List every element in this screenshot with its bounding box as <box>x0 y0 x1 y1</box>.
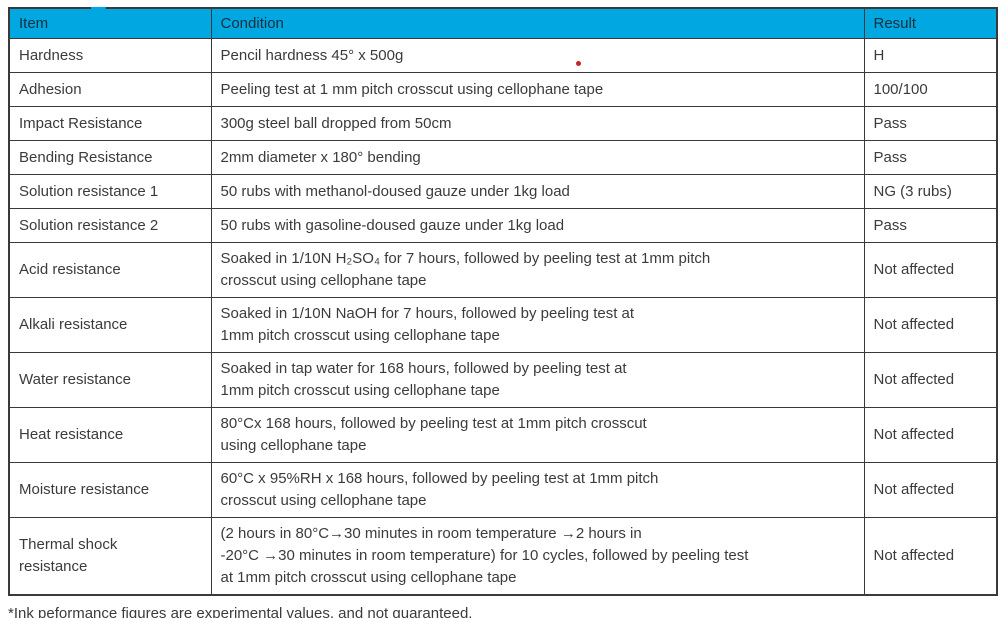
table-row: Solution resistance 2 50 rubs with gasol… <box>8 208 998 243</box>
item-cell: Water resistance <box>8 352 212 408</box>
condition-cell: Soaked in tap water for 168 hours, follo… <box>210 352 865 408</box>
table-row: Alkali resistance Soaked in 1/10N NaOH f… <box>8 297 998 353</box>
result-cell: Not affected <box>863 407 998 463</box>
table-row: Heat resistance 80°Cx 168 hours, followe… <box>8 407 998 463</box>
condition-cell: 50 rubs with gasoline-doused gauze under… <box>210 208 865 243</box>
table-row: Thermal shock resistance (2 hours in 80°… <box>8 517 998 595</box>
clipped-title-fragment <box>91 7 106 12</box>
header-result: Result <box>863 7 998 39</box>
condition-cell: 50 rubs with methanol-doused gauze under… <box>210 174 865 209</box>
condition-cell: 80°Cx 168 hours, followed by peeling tes… <box>210 407 865 463</box>
result-cell: Not affected <box>863 352 998 408</box>
stray-red-dot <box>576 61 581 66</box>
result-cell: Pass <box>863 140 998 175</box>
item-cell: Impact Resistance <box>8 106 212 141</box>
condition-cell: Pencil hardness 45° x 500g <box>210 38 865 73</box>
item-cell: Heat resistance <box>8 407 212 463</box>
header-condition: Condition <box>210 7 865 39</box>
item-cell: Moisture resistance <box>8 462 212 518</box>
result-cell: Pass <box>863 106 998 141</box>
table-row: Impact Resistance 300g steel ball droppe… <box>8 106 998 141</box>
item-cell: Hardness <box>8 38 212 73</box>
table-row: Moisture resistance 60°C x 95%RH x 168 h… <box>8 462 998 518</box>
header-item: Item <box>8 7 212 39</box>
condition-cell: (2 hours in 80°C→30 minutes in room temp… <box>210 517 865 595</box>
result-cell: Not affected <box>863 242 998 298</box>
condition-cell: Soaked in 1/10N H₂SO₄ for 7 hours, follo… <box>210 242 865 298</box>
table-row: Solution resistance 1 50 rubs with metha… <box>8 174 998 209</box>
result-cell: Not affected <box>863 462 998 518</box>
result-cell: Not affected <box>863 517 998 595</box>
table-row: Adhesion Peeling test at 1 mm pitch cros… <box>8 72 998 107</box>
ink-performance-table: Item Condition Result Hardness Pencil ha… <box>8 7 998 596</box>
table-row: Hardness Pencil hardness 45° x 500g H <box>8 38 998 73</box>
result-cell: H <box>863 38 998 73</box>
footnote: *Ink peformance figures are experimental… <box>8 604 473 618</box>
condition-cell: 60°C x 95%RH x 168 hours, followed by pe… <box>210 462 865 518</box>
condition-cell: Peeling test at 1 mm pitch crosscut usin… <box>210 72 865 107</box>
table-row: Water resistance Soaked in tap water for… <box>8 352 998 408</box>
item-cell: Adhesion <box>8 72 212 107</box>
item-cell: Acid resistance <box>8 242 212 298</box>
item-cell: Solution resistance 2 <box>8 208 212 243</box>
item-cell: Solution resistance 1 <box>8 174 212 209</box>
condition-cell: 2mm diameter x 180° bending <box>210 140 865 175</box>
table-row: Acid resistance Soaked in 1/10N H₂SO₄ fo… <box>8 242 998 298</box>
table-row: Bending Resistance 2mm diameter x 180° b… <box>8 140 998 175</box>
result-cell: Not affected <box>863 297 998 353</box>
condition-cell: Soaked in 1/10N NaOH for 7 hours, follow… <box>210 297 865 353</box>
item-cell: Alkali resistance <box>8 297 212 353</box>
item-cell: Thermal shock resistance <box>8 517 212 595</box>
result-cell: NG (3 rubs) <box>863 174 998 209</box>
item-cell: Bending Resistance <box>8 140 212 175</box>
result-cell: Pass <box>863 208 998 243</box>
condition-cell: 300g steel ball dropped from 50cm <box>210 106 865 141</box>
result-cell: 100/100 <box>863 72 998 107</box>
table-header-row: Item Condition Result <box>8 7 998 39</box>
